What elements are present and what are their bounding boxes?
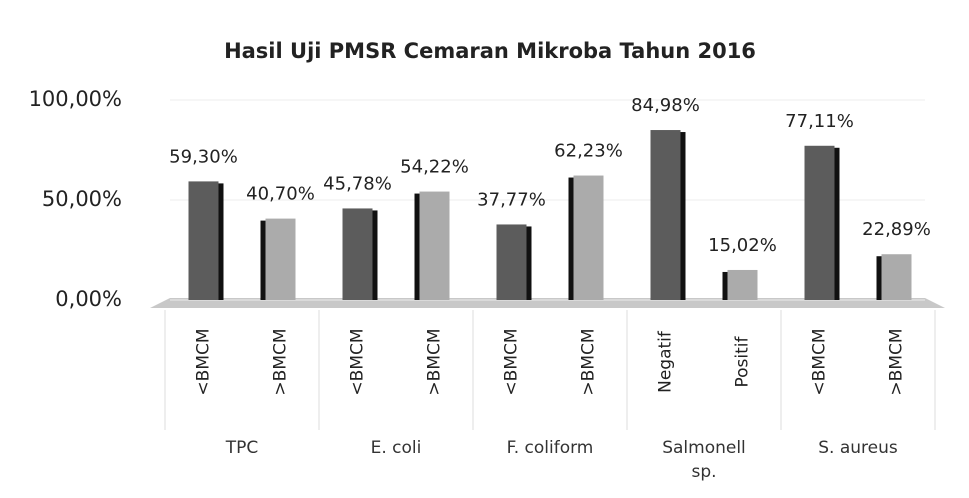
value-label: 40,70% (246, 184, 315, 205)
y-tick-label: 50,00% (42, 187, 122, 211)
x-tick-label: <BMCM (348, 328, 368, 395)
group-label: F. coliform (506, 438, 594, 458)
x-tick-label: Negatif (656, 330, 676, 393)
x-tick-label: >BMCM (887, 328, 907, 395)
x-tick-label: >BMCM (271, 328, 291, 395)
bar-side (722, 271, 728, 300)
group-label: S. aureus (818, 438, 898, 458)
bar-side (218, 183, 224, 300)
value-label: 84,98% (631, 95, 700, 116)
bar (265, 218, 296, 300)
bar-side (568, 177, 574, 300)
y-tick-label: 0,00% (55, 287, 122, 311)
bar (727, 269, 758, 300)
value-label: 59,30% (169, 146, 238, 167)
x-tick-label: Positif (733, 335, 753, 387)
bar-side (680, 132, 686, 300)
value-label: 77,11% (785, 111, 854, 132)
bar-side (834, 147, 840, 300)
bar-side (260, 220, 266, 300)
bar (881, 254, 912, 300)
group-label: TPC (225, 438, 259, 458)
bar-side (526, 226, 532, 300)
value-label: 15,02% (708, 235, 777, 256)
group-label: E. coli (370, 438, 422, 458)
value-label: 22,89% (862, 219, 931, 240)
x-tick-label: <BMCM (502, 328, 522, 395)
bar-side (876, 256, 882, 300)
bar (188, 181, 219, 300)
chart-title: Hasil Uji PMSR Cemaran Mikroba Tahun 201… (224, 39, 756, 63)
bar-side (414, 193, 420, 300)
value-label: 54,22% (400, 157, 469, 178)
bar (496, 224, 527, 300)
group-label: Salmonell sp. (662, 438, 746, 482)
value-label: 62,23% (554, 141, 623, 162)
value-label: 37,77% (477, 189, 546, 210)
bar (650, 130, 681, 300)
x-tick-label: <BMCM (810, 328, 830, 395)
x-tick-label: >BMCM (579, 328, 599, 395)
value-label: 45,78% (323, 173, 392, 194)
bar (419, 191, 450, 300)
bar-side (372, 210, 378, 300)
x-tick-label: >BMCM (425, 328, 445, 395)
bar (342, 208, 373, 300)
bar (804, 145, 835, 300)
y-tick-label: 100,00% (29, 87, 122, 111)
bar (573, 175, 604, 300)
x-tick-label: <BMCM (194, 328, 214, 395)
